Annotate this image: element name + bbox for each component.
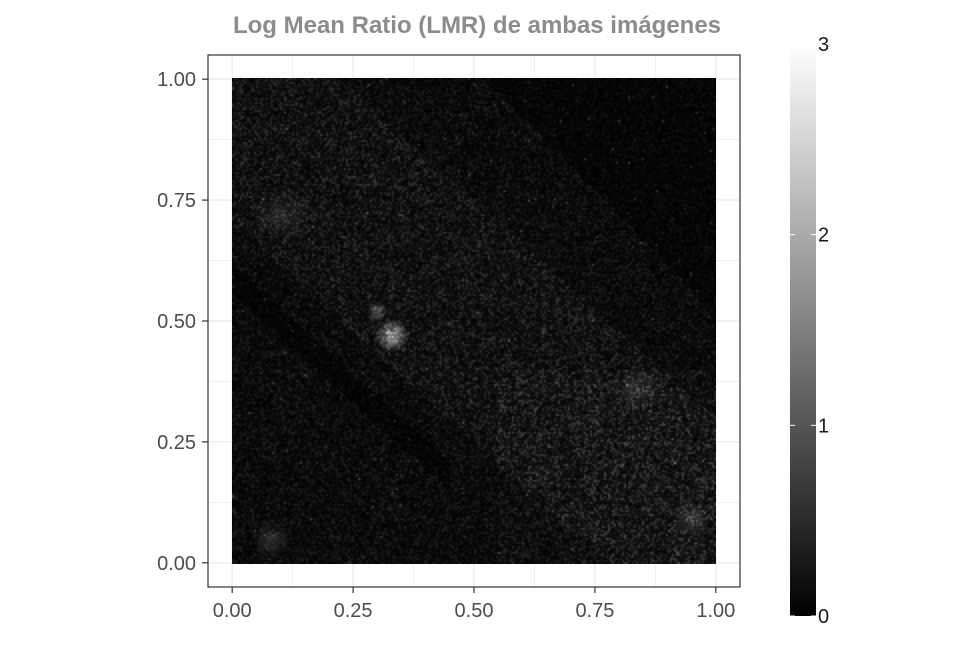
y-axis: 0.00 0.25 0.50 0.75 1.00 (157, 69, 208, 575)
x-axis: 0.00 0.25 0.50 0.75 1.00 (213, 587, 735, 622)
colorbar-tick-label: 2 (818, 225, 829, 247)
colorbar-tick-label: 0 (818, 606, 829, 628)
x-tick-label: 0.75 (575, 600, 614, 622)
plot-panel (207, 54, 741, 588)
y-tick-label: 0.50 (157, 311, 196, 333)
colorbar: 0 1 2 3 (790, 34, 829, 628)
colorbar-tick-label: 3 (818, 34, 829, 56)
chart-title: Log Mean Ratio (LMR) de ambas imágenes (233, 12, 721, 39)
y-tick-label: 0.00 (157, 553, 196, 575)
heatmap-raster (232, 78, 716, 564)
colorbar-tick-label: 1 (818, 415, 829, 437)
x-tick-label: 1.00 (696, 600, 735, 622)
y-tick-label: 1.00 (157, 69, 196, 91)
colorbar-gradient (790, 44, 816, 616)
x-tick-label: 0.50 (455, 600, 494, 622)
x-tick-label: 0.25 (334, 600, 373, 622)
y-tick-label: 0.75 (157, 190, 196, 212)
y-tick-label: 0.25 (157, 432, 196, 454)
x-tick-label: 0.00 (213, 600, 252, 622)
